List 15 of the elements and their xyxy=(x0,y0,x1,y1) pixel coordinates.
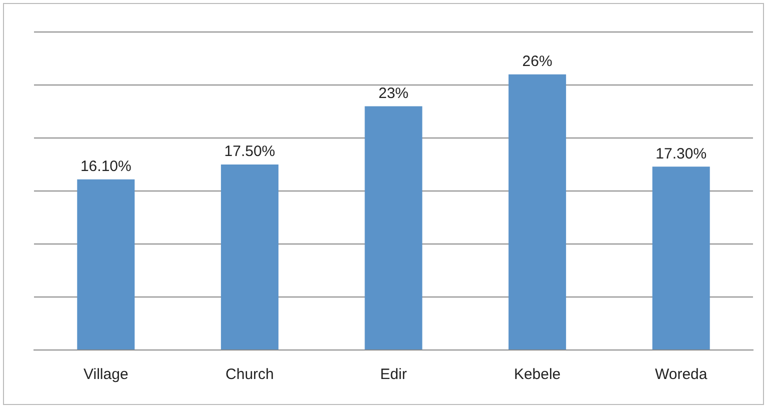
x-tick-label: Edir xyxy=(380,366,407,384)
bar xyxy=(364,106,422,350)
data-label: 17.50% xyxy=(224,143,276,160)
bar xyxy=(220,164,278,350)
x-tick-label: Woreda xyxy=(654,366,708,384)
x-tick-label: Kebele xyxy=(514,366,561,384)
data-label: 23% xyxy=(378,84,409,102)
data-label: 16.10% xyxy=(80,158,132,175)
x-tick-label: Village xyxy=(84,366,128,384)
bar xyxy=(77,179,135,350)
bar xyxy=(508,74,566,350)
x-tick-label: Church xyxy=(226,366,274,384)
data-label: 26% xyxy=(522,53,552,70)
bar xyxy=(652,166,710,350)
data-label: 17.30% xyxy=(656,145,707,162)
